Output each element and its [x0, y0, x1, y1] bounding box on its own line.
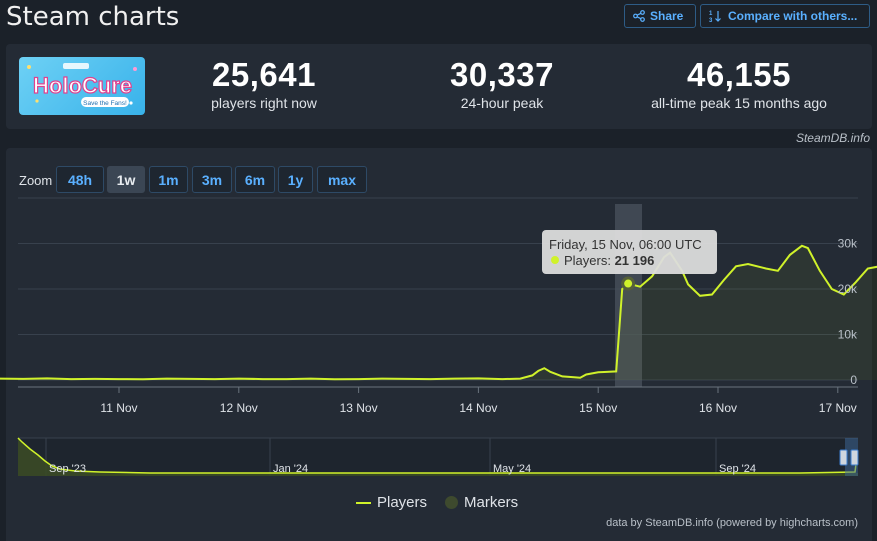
share-icon [633, 10, 645, 22]
steamdb-credit[interactable]: SteamDB.info [795, 131, 870, 145]
alltime-peak-label: all-time peak 15 months ago [651, 95, 827, 111]
zoom-label: Zoom [19, 173, 53, 188]
game-logo-subtitle: Save the Fans! [83, 100, 127, 107]
legend-markers-swatch [445, 496, 458, 509]
zoom-1m-button[interactable]: 1m [149, 166, 188, 193]
game-logo-art: HoloCure Save the Fans! [27, 63, 137, 107]
chart-footnote[interactable]: data by SteamDB.info (powered by highcha… [606, 517, 858, 529]
stat-24h-peak: 30,337 24-hour peak [428, 56, 576, 111]
legend-players-swatch [356, 501, 371, 504]
peak-24h-value: 30,337 [450, 56, 554, 93]
players-now-value: 25,641 [212, 56, 316, 93]
zoom-48h-button[interactable]: 48h [56, 166, 104, 193]
game-logo[interactable]: HoloCure Save the Fans! [19, 57, 145, 115]
alltime-peak-value: 46,155 [687, 56, 791, 93]
stat-players-now: 25,641 players right now [196, 56, 332, 111]
peak-24h-label: 24-hour peak [460, 95, 544, 111]
zoom-3m-button[interactable]: 3m [192, 166, 232, 193]
zoom-1w-button[interactable]: 1w [107, 166, 145, 193]
page-title: Steam charts [6, 2, 180, 32]
players-now-label: players right now [211, 95, 317, 111]
compare-icon: 1 3 [709, 11, 721, 23]
zoom-max-button[interactable]: max [317, 166, 367, 193]
chart-panel: Zoom 48h 1w 1m 3m 6m 1y max Players Mark… [6, 148, 872, 541]
share-button[interactable]: Share [624, 4, 696, 28]
svg-text:3: 3 [709, 18, 713, 23]
compare-button-label: Compare with others... [728, 9, 858, 23]
stat-alltime-peak: 46,155 all-time peak 15 months ago [634, 56, 844, 111]
svg-text:1: 1 [709, 11, 713, 17]
zoom-1y-button[interactable]: 1y [278, 166, 313, 193]
legend-item-players[interactable]: Players [356, 494, 427, 511]
legend-markers-label: Markers [464, 494, 519, 511]
legend-item-markers[interactable]: Markers [445, 494, 518, 511]
share-button-label: Share [650, 9, 684, 23]
game-logo-title: HoloCure [33, 73, 132, 98]
compare-button[interactable]: 1 3 Compare with others... [700, 4, 870, 28]
zoom-6m-button[interactable]: 6m [235, 166, 275, 193]
stats-panel: HoloCure Save the Fans! 25,641 players r… [6, 44, 872, 129]
legend-players-label: Players [377, 494, 428, 511]
